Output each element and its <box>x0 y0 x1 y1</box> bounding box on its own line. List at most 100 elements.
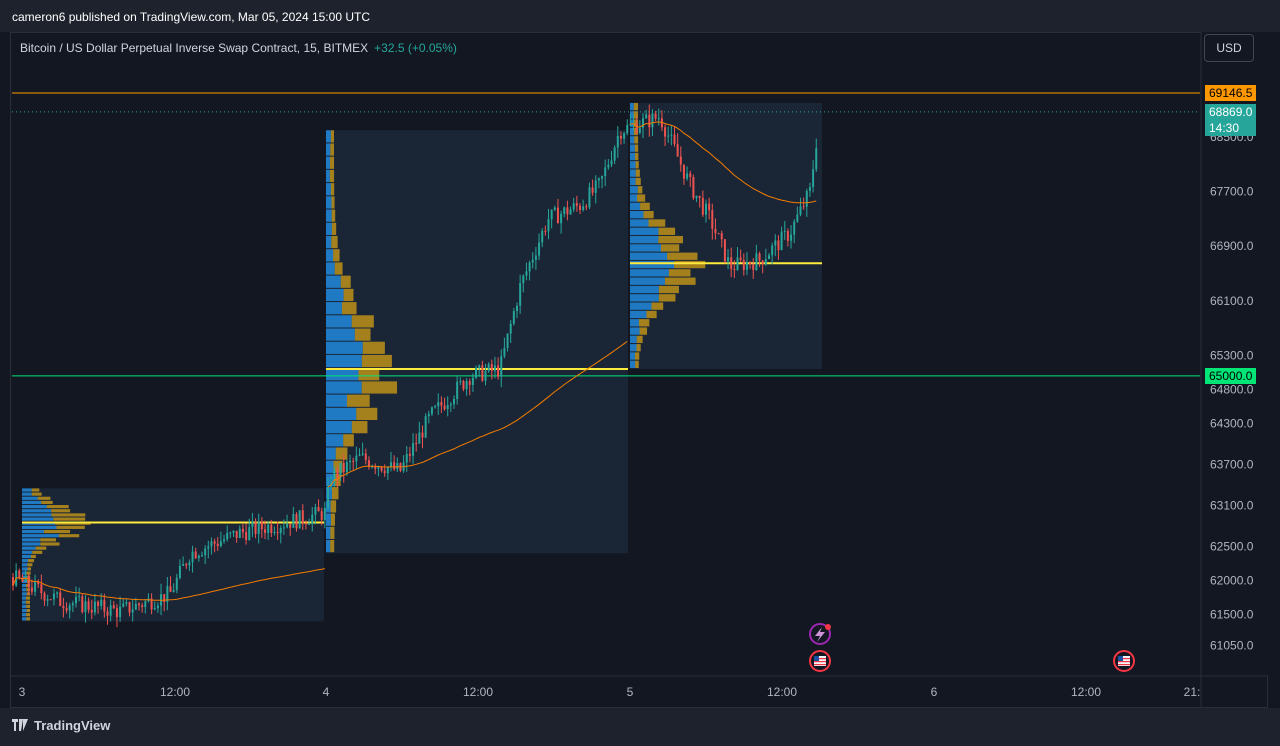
volume-profile-bar <box>330 143 335 156</box>
candle-body <box>705 203 707 215</box>
candle-body <box>487 364 490 371</box>
candle-body <box>736 257 739 270</box>
candle-body <box>638 127 641 133</box>
candle-body <box>679 156 682 165</box>
volume-profile-bar <box>630 102 634 111</box>
candle-body <box>651 113 654 128</box>
volume-profile-bar <box>351 421 368 434</box>
volume-profile-bar <box>634 136 639 144</box>
candle-body <box>456 381 459 399</box>
candle-body <box>119 606 122 618</box>
candle-body <box>380 466 383 471</box>
candle-body <box>235 530 238 538</box>
candle-body <box>12 577 14 586</box>
volume-profile-bar <box>25 600 31 604</box>
candle-body <box>556 207 559 224</box>
volume-profile-bar <box>630 161 636 169</box>
symbol-legend[interactable]: Bitcoin / US Dollar Perpetual Inverse Sw… <box>20 41 457 55</box>
volume-profile-bar <box>56 525 85 529</box>
candle-body <box>144 601 147 608</box>
volume-profile-bar <box>326 156 330 169</box>
volume-profile-bar <box>40 538 57 542</box>
candle-body <box>560 213 563 224</box>
candle-body <box>616 135 619 148</box>
candle-body <box>314 507 317 515</box>
candle-body <box>449 404 452 406</box>
candle-body <box>43 593 46 601</box>
volume-profile-bar <box>326 222 332 235</box>
volume-profile-bar <box>633 111 639 119</box>
volume-profile-bar <box>636 344 641 352</box>
volume-profile-bar <box>51 513 86 517</box>
candle-body <box>525 271 528 276</box>
volume-profile-bar <box>635 169 640 177</box>
volume-profile-bar <box>37 496 51 500</box>
candle-body <box>106 611 109 616</box>
candle-body <box>166 586 169 603</box>
candle-body <box>490 364 493 371</box>
candle-body <box>805 190 808 207</box>
volume-profile-bar <box>630 152 636 161</box>
volume-profile-bar <box>27 559 35 563</box>
candle-body <box>68 605 71 611</box>
candle-body <box>367 460 370 467</box>
volume-profile-bar <box>22 529 45 534</box>
candle-body <box>796 214 799 222</box>
candle-body <box>531 259 534 263</box>
candle-body <box>768 255 770 260</box>
flag-stripe <box>814 661 826 663</box>
candle-body <box>714 228 717 234</box>
candle-body <box>46 599 49 601</box>
volume-profile-bar <box>331 235 338 249</box>
candle-body <box>519 283 522 306</box>
volume-profile-bar <box>329 156 335 169</box>
volume-profile-bar <box>630 186 638 194</box>
event-alert-dot <box>825 624 831 630</box>
currency-button[interactable]: USD <box>1204 34 1254 62</box>
candle-body <box>226 533 229 540</box>
volume-profile-bar <box>630 227 659 235</box>
candle-body <box>84 601 87 613</box>
volume-profile-bar <box>32 550 43 554</box>
candle-body <box>229 532 232 534</box>
candle-body <box>468 381 471 385</box>
candle-body <box>720 233 723 240</box>
candle-body <box>59 592 62 606</box>
candle-body <box>219 541 222 547</box>
y-tick-label: 64300.0 <box>1210 417 1254 431</box>
candle-body <box>701 197 704 215</box>
volume-profile-bar <box>22 525 57 529</box>
volume-profile-bar <box>326 196 332 209</box>
tradingview-logo[interactable]: TradingView <box>12 718 110 733</box>
candle-body <box>604 167 607 177</box>
candle-body <box>191 551 194 563</box>
candle-body <box>434 406 437 408</box>
candle-body <box>405 453 408 463</box>
candle-body <box>440 402 443 406</box>
volume-profile-bar <box>326 354 362 368</box>
volume-profile-bar <box>630 310 647 319</box>
volume-profile-bar <box>22 579 28 584</box>
candle-body <box>18 570 21 578</box>
volume-profile-bar <box>326 288 344 302</box>
candle-body <box>459 381 462 383</box>
volume-profile-bar <box>22 550 33 554</box>
candle-body <box>232 530 235 533</box>
candle-body <box>156 605 159 609</box>
volume-profile-bar <box>330 539 335 553</box>
x-tick-label: 12:00 <box>767 685 797 699</box>
candle-body <box>396 463 399 470</box>
candle-body <box>169 586 172 592</box>
candle-body <box>223 539 226 542</box>
candle-body <box>122 603 125 607</box>
support-price-tag: 65000.0 <box>1205 367 1257 384</box>
volume-profile-bar <box>326 302 342 315</box>
candle-body <box>698 195 701 198</box>
candle-body <box>657 118 660 120</box>
candle-body <box>201 555 203 557</box>
volume-profile-bar <box>630 219 649 227</box>
candle-body <box>393 462 396 470</box>
candle-body <box>97 601 100 606</box>
volume-profile-bar <box>651 302 664 310</box>
